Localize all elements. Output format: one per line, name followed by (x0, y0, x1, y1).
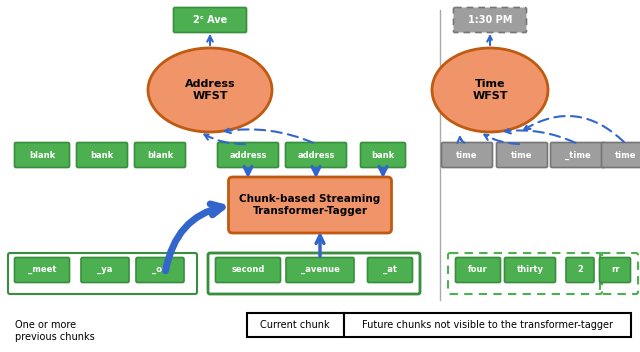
Text: rr: rr (611, 265, 620, 275)
FancyArrowPatch shape (204, 134, 245, 144)
Text: One or more
previous chunks: One or more previous chunks (15, 320, 95, 341)
Text: bank: bank (90, 151, 114, 159)
FancyBboxPatch shape (602, 143, 640, 168)
Text: Address
WFST: Address WFST (185, 79, 236, 101)
FancyBboxPatch shape (134, 143, 186, 168)
Text: time: time (615, 151, 637, 159)
Text: Chunk-based Streaming
Transformer-Tagger: Chunk-based Streaming Transformer-Tagger (239, 194, 381, 216)
FancyBboxPatch shape (136, 258, 184, 283)
Text: 2: 2 (577, 265, 583, 275)
Ellipse shape (432, 48, 548, 132)
Text: blank: blank (147, 151, 173, 159)
FancyBboxPatch shape (456, 258, 500, 283)
FancyBboxPatch shape (15, 258, 70, 283)
FancyBboxPatch shape (360, 143, 406, 168)
FancyBboxPatch shape (600, 258, 630, 283)
Text: second: second (231, 265, 265, 275)
FancyArrowPatch shape (244, 166, 252, 174)
Text: _on: _on (152, 265, 168, 275)
FancyBboxPatch shape (173, 7, 246, 32)
Text: time: time (456, 151, 477, 159)
Text: _ya: _ya (97, 265, 113, 275)
Text: four: four (468, 265, 488, 275)
Text: 1:30 PM: 1:30 PM (468, 15, 512, 25)
Text: Current chunk: Current chunk (260, 320, 330, 330)
FancyArrowPatch shape (207, 36, 212, 45)
FancyBboxPatch shape (367, 258, 413, 283)
FancyBboxPatch shape (550, 143, 605, 168)
FancyBboxPatch shape (454, 7, 527, 32)
Ellipse shape (148, 48, 272, 132)
Text: 2ᶜ Ave: 2ᶜ Ave (193, 15, 227, 25)
FancyArrowPatch shape (487, 36, 493, 45)
Text: address: address (298, 151, 335, 159)
FancyBboxPatch shape (285, 143, 346, 168)
FancyArrowPatch shape (505, 128, 575, 143)
FancyBboxPatch shape (286, 258, 354, 283)
FancyBboxPatch shape (442, 143, 493, 168)
Text: _at: _at (383, 265, 397, 275)
Text: bank: bank (371, 151, 395, 159)
FancyArrowPatch shape (524, 116, 624, 142)
FancyArrowPatch shape (225, 128, 314, 143)
FancyBboxPatch shape (77, 143, 127, 168)
FancyArrowPatch shape (458, 137, 465, 143)
FancyBboxPatch shape (228, 177, 392, 233)
Text: _time: _time (565, 150, 591, 159)
FancyBboxPatch shape (218, 143, 278, 168)
FancyBboxPatch shape (15, 143, 70, 168)
Text: address: address (229, 151, 267, 159)
FancyBboxPatch shape (566, 258, 594, 283)
FancyBboxPatch shape (81, 258, 129, 283)
FancyArrowPatch shape (166, 204, 222, 271)
Text: time: time (511, 151, 532, 159)
FancyBboxPatch shape (246, 313, 344, 337)
FancyBboxPatch shape (216, 258, 280, 283)
FancyArrowPatch shape (379, 166, 387, 174)
FancyBboxPatch shape (504, 258, 556, 283)
FancyArrowPatch shape (312, 166, 320, 174)
FancyBboxPatch shape (497, 143, 547, 168)
Text: blank: blank (29, 151, 55, 159)
FancyArrowPatch shape (484, 135, 519, 144)
Text: Future chunks not visible to the transformer-tagger: Future chunks not visible to the transfo… (362, 320, 612, 330)
Text: Time
WFST: Time WFST (472, 79, 508, 101)
FancyBboxPatch shape (344, 313, 630, 337)
Text: _meet: _meet (28, 265, 56, 275)
Text: thirty: thirty (516, 265, 543, 275)
FancyArrowPatch shape (316, 235, 324, 256)
Text: _avenue: _avenue (301, 265, 339, 275)
